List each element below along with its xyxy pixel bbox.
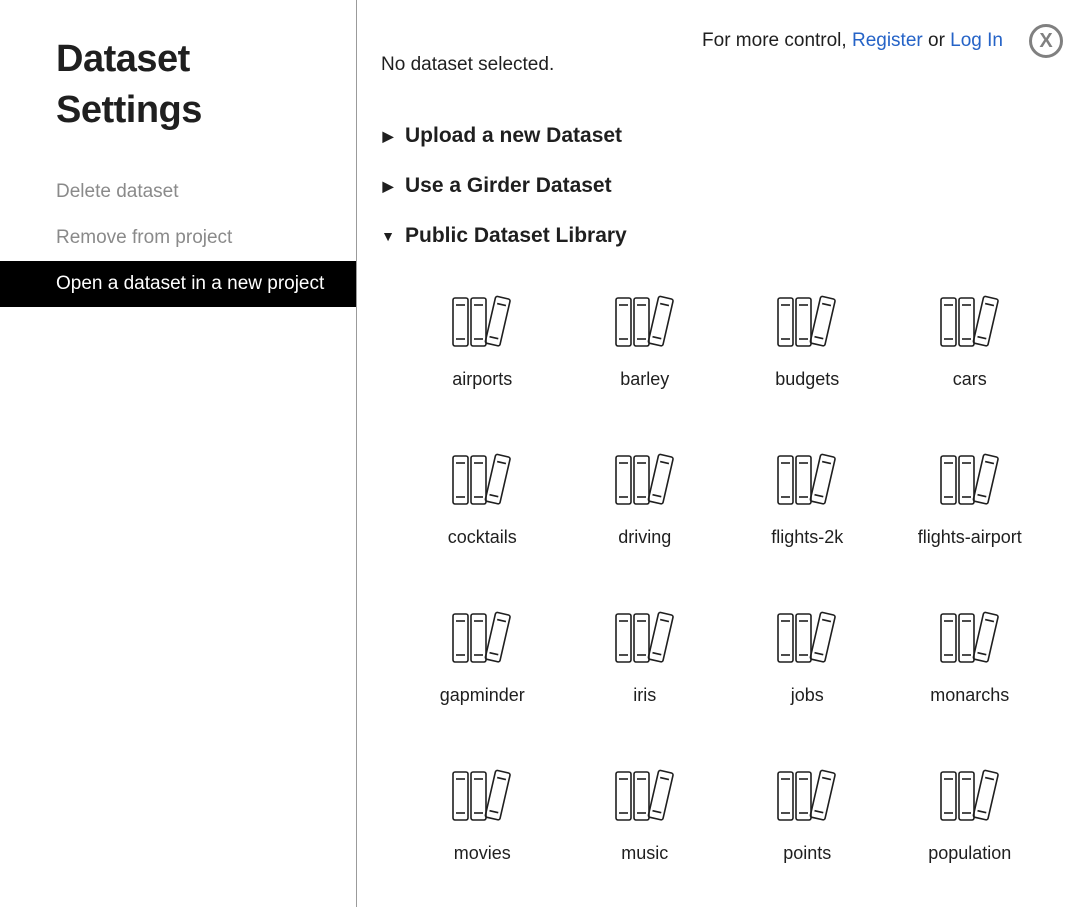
- dataset-label: iris: [633, 685, 656, 706]
- section-header-2[interactable]: ▼ Public Dataset Library: [381, 224, 1071, 248]
- dataset-item-cars[interactable]: cars: [899, 292, 1042, 390]
- chevron-down-icon: ▼: [381, 228, 395, 244]
- dataset-item-barley[interactable]: barley: [574, 292, 717, 390]
- dataset-label: airports: [452, 369, 512, 390]
- books-icon: [937, 450, 1003, 513]
- dataset-item-iris[interactable]: iris: [574, 608, 717, 706]
- sidebar-item-2[interactable]: Open a dataset in a new project: [0, 261, 356, 307]
- dataset-label: jobs: [791, 685, 824, 706]
- auth-prefix: For more control,: [702, 30, 852, 51]
- books-icon: [937, 766, 1003, 829]
- section-label: Public Dataset Library: [405, 224, 627, 248]
- dataset-grid: airports barley budgets cars: [381, 274, 1071, 884]
- books-icon: [937, 608, 1003, 671]
- section-label: Upload a new Dataset: [405, 124, 622, 148]
- books-icon: [937, 292, 1003, 355]
- sidebar-item-1[interactable]: Remove from project: [0, 215, 356, 261]
- books-icon: [774, 608, 840, 671]
- dataset-item-monarchs[interactable]: monarchs: [899, 608, 1042, 706]
- books-icon: [774, 292, 840, 355]
- books-icon: [449, 766, 515, 829]
- dataset-item-points[interactable]: points: [736, 766, 879, 864]
- books-icon: [612, 450, 678, 513]
- books-icon: [612, 766, 678, 829]
- dataset-label: monarchs: [930, 685, 1009, 706]
- dataset-label: population: [928, 843, 1011, 864]
- books-icon: [449, 292, 515, 355]
- section-label: Use a Girder Dataset: [405, 174, 612, 198]
- dataset-item-music[interactable]: music: [574, 766, 717, 864]
- dataset-label: barley: [620, 369, 669, 390]
- books-icon: [449, 450, 515, 513]
- dataset-item-movies[interactable]: movies: [411, 766, 554, 864]
- sidebar: Dataset Settings Delete datasetRemove fr…: [0, 0, 357, 907]
- dataset-label: gapminder: [440, 685, 525, 706]
- dataset-item-budgets[interactable]: budgets: [736, 292, 879, 390]
- dataset-label: points: [783, 843, 831, 864]
- auth-prompt: For more control, Register or Log In: [702, 30, 1003, 52]
- top-bar: For more control, Register or Log In X: [702, 24, 1063, 58]
- dataset-item-airports[interactable]: airports: [411, 292, 554, 390]
- books-icon: [612, 608, 678, 671]
- dataset-item-flights-2k[interactable]: flights-2k: [736, 450, 879, 548]
- page-title: Dataset Settings: [0, 34, 356, 137]
- chevron-right-icon: ▶: [381, 178, 395, 195]
- auth-connector: or: [923, 30, 950, 51]
- dataset-label: budgets: [775, 369, 839, 390]
- books-icon: [449, 608, 515, 671]
- books-icon: [774, 450, 840, 513]
- section-header-0[interactable]: ▶ Upload a new Dataset: [381, 124, 1071, 148]
- dataset-label: cocktails: [448, 527, 517, 548]
- books-icon: [774, 766, 840, 829]
- dataset-label: flights-2k: [771, 527, 843, 548]
- section-header-1[interactable]: ▶ Use a Girder Dataset: [381, 174, 1071, 198]
- dataset-item-jobs[interactable]: jobs: [736, 608, 879, 706]
- dataset-label: movies: [454, 843, 511, 864]
- dataset-label: flights-airport: [918, 527, 1022, 548]
- register-link[interactable]: Register: [852, 30, 923, 51]
- dataset-label: cars: [953, 369, 987, 390]
- dataset-item-gapminder[interactable]: gapminder: [411, 608, 554, 706]
- dataset-item-population[interactable]: population: [899, 766, 1042, 864]
- dataset-label: driving: [618, 527, 671, 548]
- login-link[interactable]: Log In: [950, 30, 1003, 51]
- sidebar-item-0[interactable]: Delete dataset: [0, 169, 356, 215]
- main-panel: No dataset selected. ▶Upload a new Datas…: [357, 0, 1091, 907]
- dataset-item-flights-airport[interactable]: flights-airport: [899, 450, 1042, 548]
- dataset-item-driving[interactable]: driving: [574, 450, 717, 548]
- close-button[interactable]: X: [1029, 24, 1063, 58]
- dataset-item-cocktails[interactable]: cocktails: [411, 450, 554, 548]
- books-icon: [612, 292, 678, 355]
- dataset-label: music: [621, 843, 668, 864]
- chevron-right-icon: ▶: [381, 128, 395, 145]
- close-icon: X: [1039, 31, 1052, 51]
